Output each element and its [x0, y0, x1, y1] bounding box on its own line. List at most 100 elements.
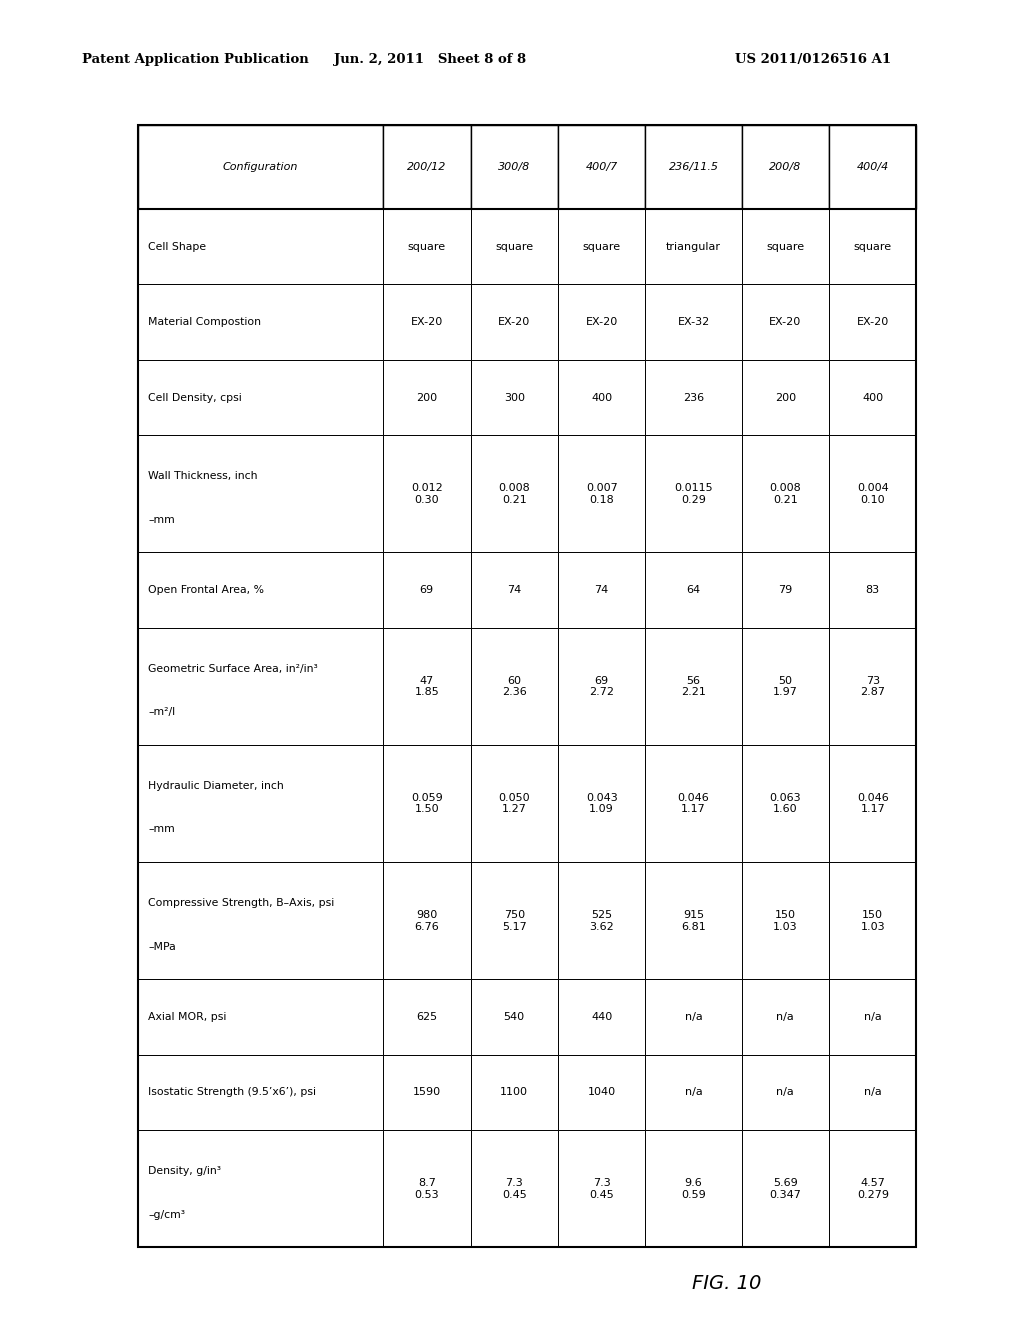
- Bar: [558, 285, 645, 360]
- Bar: [558, 436, 645, 553]
- Bar: [383, 628, 470, 744]
- Bar: [645, 553, 741, 628]
- Text: US 2011/0126516 A1: US 2011/0126516 A1: [735, 53, 891, 66]
- Text: –m²/l: –m²/l: [148, 708, 175, 717]
- Text: 7.3
0.45: 7.3 0.45: [502, 1177, 526, 1200]
- Bar: [645, 125, 741, 209]
- Text: 7.3
0.45: 7.3 0.45: [589, 1177, 614, 1200]
- Text: 0.063
1.60: 0.063 1.60: [769, 793, 801, 814]
- Text: Material Compostion: Material Compostion: [148, 317, 261, 327]
- Text: square: square: [496, 242, 534, 252]
- Bar: [645, 360, 741, 436]
- Bar: [138, 209, 383, 285]
- Bar: [741, 285, 829, 360]
- Text: n/a: n/a: [776, 1012, 795, 1022]
- Bar: [383, 1055, 470, 1130]
- Text: 47
1.85: 47 1.85: [415, 676, 439, 697]
- Bar: [470, 628, 558, 744]
- Bar: [470, 862, 558, 979]
- Bar: [470, 360, 558, 436]
- Text: square: square: [854, 242, 892, 252]
- Text: EX-20: EX-20: [769, 317, 802, 327]
- Bar: [829, 1130, 916, 1247]
- Text: –MPa: –MPa: [148, 941, 176, 952]
- Bar: [383, 553, 470, 628]
- Text: 915
6.81: 915 6.81: [681, 909, 706, 932]
- Text: 0.007
0.18: 0.007 0.18: [586, 483, 617, 504]
- Bar: [829, 436, 916, 553]
- Bar: [558, 360, 645, 436]
- Bar: [645, 209, 741, 285]
- Text: 300: 300: [504, 392, 524, 403]
- Text: Configuration: Configuration: [223, 162, 298, 173]
- Text: 440: 440: [591, 1012, 612, 1022]
- Text: 79: 79: [778, 585, 793, 595]
- Text: 4.57
0.279: 4.57 0.279: [857, 1177, 889, 1200]
- Bar: [645, 862, 741, 979]
- Bar: [741, 125, 829, 209]
- Bar: [138, 553, 383, 628]
- Bar: [829, 1055, 916, 1130]
- Bar: [138, 125, 383, 209]
- Bar: [829, 209, 916, 285]
- Bar: [470, 285, 558, 360]
- Text: 300/8: 300/8: [498, 162, 530, 173]
- Bar: [558, 125, 645, 209]
- Bar: [829, 360, 916, 436]
- Bar: [829, 285, 916, 360]
- Text: 540: 540: [504, 1012, 525, 1022]
- Text: 150
1.03: 150 1.03: [773, 909, 798, 932]
- Bar: [558, 744, 645, 862]
- Bar: [645, 285, 741, 360]
- Text: 60
2.36: 60 2.36: [502, 676, 526, 697]
- Bar: [383, 285, 470, 360]
- Text: EX-32: EX-32: [678, 317, 710, 327]
- Text: EX-20: EX-20: [586, 317, 617, 327]
- Text: Cell Density, cpsi: Cell Density, cpsi: [148, 392, 242, 403]
- Text: n/a: n/a: [864, 1012, 882, 1022]
- Bar: [558, 628, 645, 744]
- Bar: [383, 979, 470, 1055]
- Text: Patent Application Publication: Patent Application Publication: [82, 53, 308, 66]
- Text: 200/12: 200/12: [408, 162, 446, 173]
- Text: 0.050
1.27: 0.050 1.27: [499, 793, 530, 814]
- Text: Hydraulic Diameter, inch: Hydraulic Diameter, inch: [148, 781, 284, 791]
- Bar: [558, 1130, 645, 1247]
- Text: EX-20: EX-20: [498, 317, 530, 327]
- Bar: [741, 744, 829, 862]
- Bar: [741, 553, 829, 628]
- Text: 0.008
0.21: 0.008 0.21: [769, 483, 801, 504]
- Bar: [138, 285, 383, 360]
- Text: 1040: 1040: [588, 1088, 615, 1097]
- Bar: [645, 1130, 741, 1247]
- Bar: [829, 744, 916, 862]
- Bar: [741, 209, 829, 285]
- Bar: [741, 862, 829, 979]
- Bar: [138, 125, 916, 1247]
- Text: 400: 400: [591, 392, 612, 403]
- Text: Jun. 2, 2011   Sheet 8 of 8: Jun. 2, 2011 Sheet 8 of 8: [334, 53, 526, 66]
- Text: –mm: –mm: [148, 825, 175, 834]
- Text: Open Frontal Area, %: Open Frontal Area, %: [148, 585, 264, 595]
- Bar: [470, 979, 558, 1055]
- Bar: [470, 209, 558, 285]
- Text: EX-20: EX-20: [857, 317, 889, 327]
- Text: FIG. 10: FIG. 10: [692, 1274, 762, 1292]
- Text: EX-20: EX-20: [411, 317, 443, 327]
- Text: 400/7: 400/7: [586, 162, 617, 173]
- Bar: [829, 125, 916, 209]
- Bar: [558, 862, 645, 979]
- Bar: [741, 628, 829, 744]
- Bar: [829, 979, 916, 1055]
- Bar: [383, 125, 470, 209]
- Text: 69
2.72: 69 2.72: [589, 676, 614, 697]
- Text: 525
3.62: 525 3.62: [589, 909, 614, 932]
- Text: 1100: 1100: [501, 1088, 528, 1097]
- Bar: [138, 1055, 383, 1130]
- Bar: [829, 553, 916, 628]
- Bar: [470, 744, 558, 862]
- Text: 0.0115
0.29: 0.0115 0.29: [674, 483, 713, 504]
- Bar: [741, 360, 829, 436]
- Text: Isostatic Strength (9.5’x6’), psi: Isostatic Strength (9.5’x6’), psi: [148, 1088, 316, 1097]
- Text: 200: 200: [416, 392, 437, 403]
